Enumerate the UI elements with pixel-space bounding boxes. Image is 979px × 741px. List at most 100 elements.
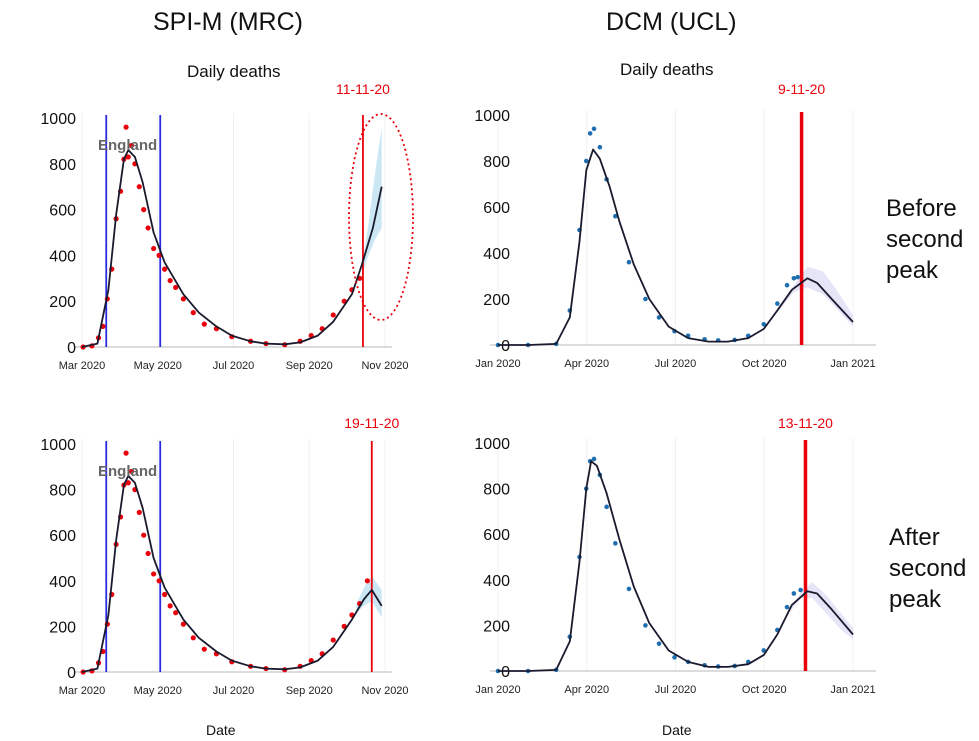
y-tick-label: 400 xyxy=(49,248,76,265)
row-label-before: Before second peak xyxy=(886,193,963,286)
observed-point xyxy=(136,184,142,190)
x-tick-label: Jan 2021 xyxy=(830,684,875,696)
observed-point xyxy=(643,623,648,628)
observed-point xyxy=(162,591,168,598)
x-tick-label: May 2020 xyxy=(134,685,182,697)
x-tick-label: Jul 2020 xyxy=(213,360,255,372)
observed-point xyxy=(583,158,589,164)
x-tick-label: Nov 2020 xyxy=(361,685,408,697)
y-tick-label: 600 xyxy=(483,527,510,544)
forecast-date-label: 9-11-20 xyxy=(778,81,825,97)
observed-point xyxy=(156,578,162,584)
observed-point xyxy=(656,315,662,320)
observed-point xyxy=(156,252,162,258)
x-tick-label: Jul 2020 xyxy=(655,684,697,696)
y-tick-label: 0 xyxy=(501,664,510,681)
observed-point xyxy=(151,571,157,577)
observed-point xyxy=(128,468,135,474)
observed-point xyxy=(330,637,336,643)
panel-spim-after: 0 200 400 600 800 1000 Mar 2020 May 2020 Jul 202… xyxy=(40,415,408,697)
observed-point xyxy=(656,641,662,646)
forecast-date-label: 13-11-20 xyxy=(778,415,833,431)
y-tick-label: 800 xyxy=(483,154,510,171)
observed-point xyxy=(125,154,131,160)
model-fit-line xyxy=(81,149,383,348)
header-dcm: DCM (UCL) xyxy=(606,8,737,36)
observed-point xyxy=(180,296,186,302)
y-tick-label: 1000 xyxy=(474,108,510,125)
observed-point xyxy=(604,504,609,510)
row-label-before-line2: second xyxy=(886,226,964,253)
row-label-after: After second peak xyxy=(889,522,966,615)
y-tick-label: 0 xyxy=(501,338,510,355)
model-fit-line xyxy=(498,460,854,672)
model-fit-line xyxy=(498,148,854,346)
y-tick-label: 200 xyxy=(49,619,76,636)
x-tick-label: Sep 2020 xyxy=(286,360,333,372)
observed-point xyxy=(167,277,173,284)
x-tick-label: May 2020 xyxy=(134,360,182,372)
observed-point xyxy=(364,578,370,584)
y-tick-label: 1000 xyxy=(40,437,76,454)
y-tick-label: 800 xyxy=(49,157,76,174)
observed-point xyxy=(775,301,780,306)
observed-point xyxy=(672,655,677,660)
observed-point xyxy=(173,610,179,616)
y-tick-label: 800 xyxy=(49,483,76,500)
header-spim: SPI-M (MRC) xyxy=(153,8,303,36)
observed-point xyxy=(162,266,168,272)
uncertainty-band xyxy=(777,266,853,327)
y-tick-label: 400 xyxy=(483,573,510,590)
observed-point xyxy=(190,635,196,641)
x-tick-label: Jan 2021 xyxy=(830,358,875,370)
observed-point xyxy=(626,586,632,592)
panel-dcm-before: 0 200 400 600 800 1000 Jan 2020 Apr 2020 Jul 202… xyxy=(474,81,876,370)
uncertainty-band xyxy=(356,576,382,618)
x-tick-label: Nov 2020 xyxy=(361,360,408,372)
y-tick-label: 200 xyxy=(483,292,510,309)
x-tick-label: Oct 2020 xyxy=(742,358,787,370)
panel-dcm-after: 0 200 400 600 800 1000 Jan 2020 Apr 2020 Jul 202… xyxy=(474,415,876,696)
x-tick-label: Sep 2020 xyxy=(286,685,333,697)
x-tick-label: Jul 2020 xyxy=(213,685,255,697)
observed-point xyxy=(791,591,797,596)
y-tick-label: 1000 xyxy=(474,436,510,453)
observed-point xyxy=(591,456,597,462)
x-tick-label: Apr 2020 xyxy=(564,358,609,370)
y-tick-label: 600 xyxy=(49,528,76,545)
y-tick-label: 0 xyxy=(67,665,76,682)
observed-point xyxy=(151,245,157,252)
observed-point xyxy=(167,603,173,609)
observed-point xyxy=(626,259,632,265)
observed-point xyxy=(613,541,618,546)
forecast-highlight-ellipse xyxy=(348,113,414,321)
x-tick-label: Jan 2020 xyxy=(475,358,520,370)
y-tick-label: 1000 xyxy=(40,111,76,128)
row-label-before-line1: Before xyxy=(886,195,957,222)
observed-point xyxy=(201,321,207,327)
observed-point xyxy=(795,274,801,280)
forecast-date-label: 19-11-20 xyxy=(344,415,399,431)
observed-point xyxy=(125,480,131,486)
y-tick-label: 0 xyxy=(67,340,76,357)
y-tick-label: 600 xyxy=(483,200,510,217)
observed-point xyxy=(798,587,803,593)
row-label-after-line2: second xyxy=(889,555,967,582)
observed-point xyxy=(173,284,179,291)
observed-point xyxy=(123,450,129,456)
observed-point xyxy=(784,604,790,610)
model-fit-line xyxy=(81,475,383,673)
observed-point xyxy=(591,126,597,132)
x-tick-label: Oct 2020 xyxy=(742,684,787,696)
y-tick-label: 400 xyxy=(49,574,76,591)
subtitle-dcm: Daily deaths xyxy=(620,60,714,79)
observed-point xyxy=(201,646,207,652)
observed-point xyxy=(613,213,618,219)
row-label-after-line1: After xyxy=(889,524,940,551)
observed-point xyxy=(587,131,593,136)
region-label: England xyxy=(98,463,157,480)
observed-point xyxy=(141,532,147,538)
observed-point xyxy=(597,144,603,150)
forecast-date-label: 11-11-20 xyxy=(336,81,390,97)
